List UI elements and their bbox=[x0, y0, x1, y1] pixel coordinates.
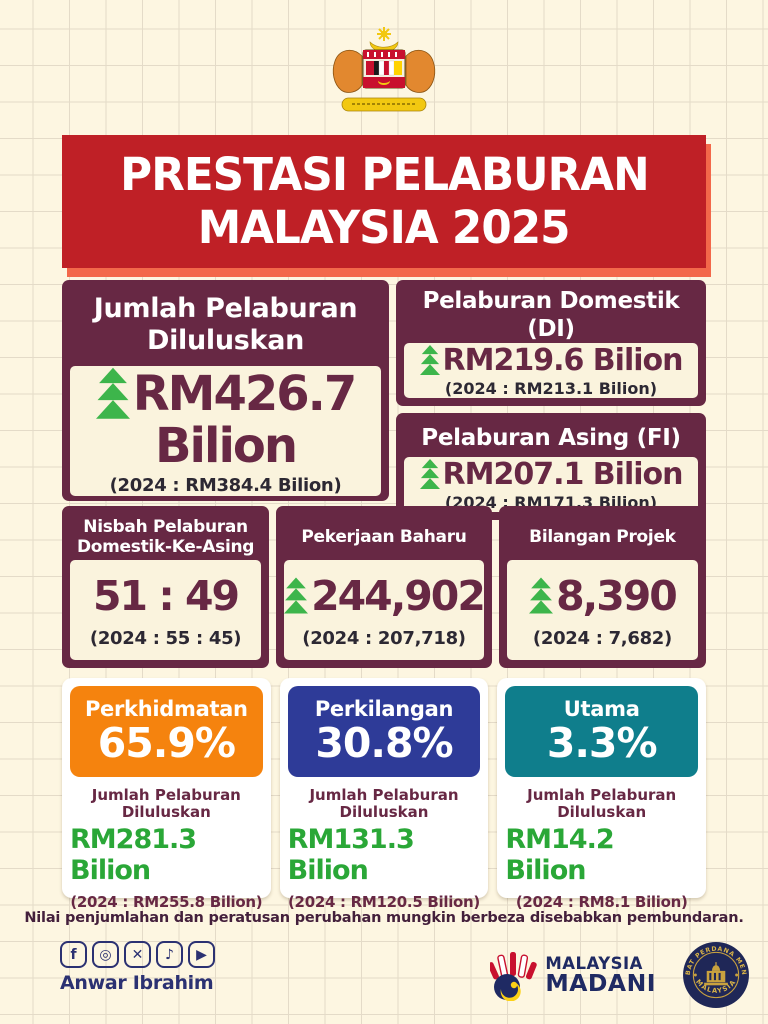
instagram-icon[interactable]: ◎ bbox=[92, 941, 119, 968]
primary-sector-header: Utama 3.3% bbox=[505, 686, 699, 777]
statistics-row: Nisbah Pelaburan Domestik-Ke-Asing 51 : … bbox=[62, 506, 706, 668]
footer: f ◎ ✕ ♪ ▶ Anwar Ibrahim bbox=[60, 941, 750, 1009]
manufacturing-sector-card: Perkilangan 30.8% Jumlah Pelaburan Dilul… bbox=[279, 678, 489, 911]
rounding-footnote: Nilai penjumlahan dan peratusan perubaha… bbox=[24, 910, 744, 926]
domestic-investment-value: RM219.6 Bilion bbox=[442, 343, 684, 379]
total-investment-unit: Bilion bbox=[154, 418, 298, 474]
services-sector-card: Perkhidmatan 65.9% Jumlah Pelaburan Dilu… bbox=[62, 678, 271, 911]
new-jobs-box: 244,902 (2024 : 207,718) bbox=[284, 560, 486, 660]
ratio-box: 51 : 49 (2024 : 55 : 45) bbox=[70, 560, 262, 660]
primary-sector-value: RM14.2 Bilion bbox=[505, 823, 614, 886]
youtube-icon[interactable]: ▶ bbox=[188, 941, 215, 968]
social-icons-row: f ◎ ✕ ♪ ▶ bbox=[60, 941, 215, 968]
ratio-panel: Nisbah Pelaburan Domestik-Ke-Asing 51 : … bbox=[62, 506, 270, 668]
projects-panel: Bilangan Projek 8,390 (2024 : 7,682) bbox=[498, 506, 706, 668]
foreign-investment-value: RM207.1 Bilion bbox=[442, 457, 684, 493]
growth-arrows-icon bbox=[529, 576, 554, 613]
primary-sector-percent: 3.3% bbox=[546, 719, 658, 767]
total-investment-panel: Jumlah Pelaburan Diluluskan RM426.7 Bili… bbox=[62, 280, 389, 501]
ratio-value: 51 : 49 bbox=[93, 571, 240, 620]
new-jobs-panel: Pekerjaan Baharu 244,902 (2024 : 207,718… bbox=[276, 506, 492, 668]
foreign-investment-panel: Pelaburan Asing (FI) RM207.1 Bilion (202… bbox=[396, 413, 706, 521]
total-investment-previous: (2024 : RM384.4 Bilion) bbox=[109, 474, 342, 496]
footer-logos: MALAYSIA MADANI PEJABAT PERDANA MENTERI … bbox=[490, 941, 750, 1009]
malaysia-coat-of-arms bbox=[326, 24, 442, 122]
manufacturing-sector-name: Perkilangan bbox=[314, 697, 454, 721]
ratio-header: Nisbah Pelaburan Domestik-Ke-Asing bbox=[76, 516, 255, 557]
x-twitter-icon[interactable]: ✕ bbox=[124, 941, 151, 968]
account-name: Anwar Ibrahim bbox=[60, 972, 214, 994]
growth-arrows-icon bbox=[95, 367, 130, 419]
foreign-investment-box: RM207.1 Bilion (2024 : RM171.3 Bilion) bbox=[404, 457, 698, 513]
manufacturing-sector-percent: 30.8% bbox=[315, 719, 453, 767]
domestic-investment-header: Pelaburan Domestik (DI) bbox=[422, 288, 680, 342]
primary-sector-label: Jumlah Pelaburan Diluluskan bbox=[527, 786, 677, 821]
services-sector-label: Jumlah Pelaburan Diluluskan bbox=[91, 786, 241, 821]
sector-cards-row: Perkhidmatan 65.9% Jumlah Pelaburan Dilu… bbox=[62, 678, 707, 911]
domestic-investment-box: RM219.6 Bilion (2024 : RM213.1 Bilion) bbox=[404, 343, 698, 399]
manufacturing-sector-previous: (2024 : RM120.5 Bilion) bbox=[288, 892, 480, 911]
manufacturing-sector-label: Jumlah Pelaburan Diluluskan bbox=[309, 786, 459, 821]
malaysia-madani-logo: MALAYSIA MADANI bbox=[490, 949, 656, 1001]
primary-sector-card: Utama 3.3% Jumlah Pelaburan Diluluskan R… bbox=[497, 678, 707, 911]
services-sector-header: Perkhidmatan 65.9% bbox=[70, 686, 263, 777]
title-banner: PRESTASI PELABURAN MALAYSIA 2025 bbox=[62, 135, 706, 268]
primary-sector-previous: (2024 : RM8.1 Bilion) bbox=[515, 892, 688, 911]
manufacturing-sector-value: RM131.3 Bilion bbox=[287, 823, 415, 886]
tiger-left-icon bbox=[332, 49, 363, 93]
title-line-2: MALAYSIA 2025 bbox=[198, 200, 571, 254]
prime-minister-office-seal: PEJABAT PERDANA MENTERI MALAYSIA bbox=[682, 941, 749, 1008]
projects-previous: (2024 : 7,682) bbox=[532, 627, 672, 649]
growth-arrows-icon bbox=[419, 459, 440, 490]
primary-sector-name: Utama bbox=[563, 697, 640, 721]
coat-of-arms-graphic bbox=[332, 27, 436, 112]
projects-value: 8,390 bbox=[556, 571, 678, 620]
social-block: f ◎ ✕ ♪ ▶ Anwar Ibrahim bbox=[60, 941, 215, 994]
foreign-investment-header: Pelaburan Asing (FI) bbox=[421, 425, 681, 452]
services-sector-previous: (2024 : RM255.8 Bilion) bbox=[70, 892, 263, 911]
tiktok-icon[interactable]: ♪ bbox=[156, 941, 183, 968]
new-jobs-previous: (2024 : 207,718) bbox=[302, 627, 466, 649]
domestic-investment-previous: (2024 : RM213.1 Bilion) bbox=[444, 379, 658, 399]
facebook-icon[interactable]: f bbox=[60, 941, 87, 968]
services-sector-value: RM281.3 Bilion bbox=[70, 823, 197, 886]
services-sector-percent: 65.9% bbox=[97, 719, 236, 767]
crescent-icon bbox=[369, 41, 399, 53]
total-investment-header: Jumlah Pelaburan Diluluskan bbox=[93, 292, 358, 356]
tiger-right-icon bbox=[405, 49, 436, 93]
madani-logo-text-line1: MALAYSIA bbox=[545, 954, 643, 973]
total-investment-value: RM426.7 bbox=[132, 365, 358, 422]
madani-logo-text-line2: MADANI bbox=[545, 968, 656, 997]
seal-building-icon bbox=[693, 962, 739, 986]
shield-icon bbox=[362, 49, 406, 89]
motto-ribbon-icon bbox=[341, 97, 427, 112]
investment-summary-row: Jumlah Pelaburan Diluluskan RM426.7 Bili… bbox=[62, 280, 706, 521]
title-line-1: PRESTASI PELABURAN bbox=[119, 147, 649, 201]
services-sector-name: Perkhidmatan bbox=[84, 697, 248, 721]
ratio-previous: (2024 : 55 : 45) bbox=[89, 627, 242, 649]
growth-arrows-icon bbox=[419, 345, 440, 376]
new-jobs-header: Pekerjaan Baharu bbox=[301, 526, 467, 547]
domestic-investment-panel: Pelaburan Domestik (DI) RM219.6 Bilion (… bbox=[396, 280, 706, 407]
manufacturing-sector-header: Perkilangan 30.8% bbox=[287, 686, 481, 777]
growth-arrows-icon bbox=[284, 576, 309, 613]
total-investment-box: RM426.7 Bilion (2024 : RM384.4 Bilion) bbox=[70, 366, 381, 496]
new-jobs-value: 244,902 bbox=[311, 571, 486, 620]
madani-hand-icon bbox=[490, 952, 538, 1001]
projects-header: Bilangan Projek bbox=[529, 526, 676, 547]
projects-box: 8,390 (2024 : 7,682) bbox=[506, 560, 698, 660]
